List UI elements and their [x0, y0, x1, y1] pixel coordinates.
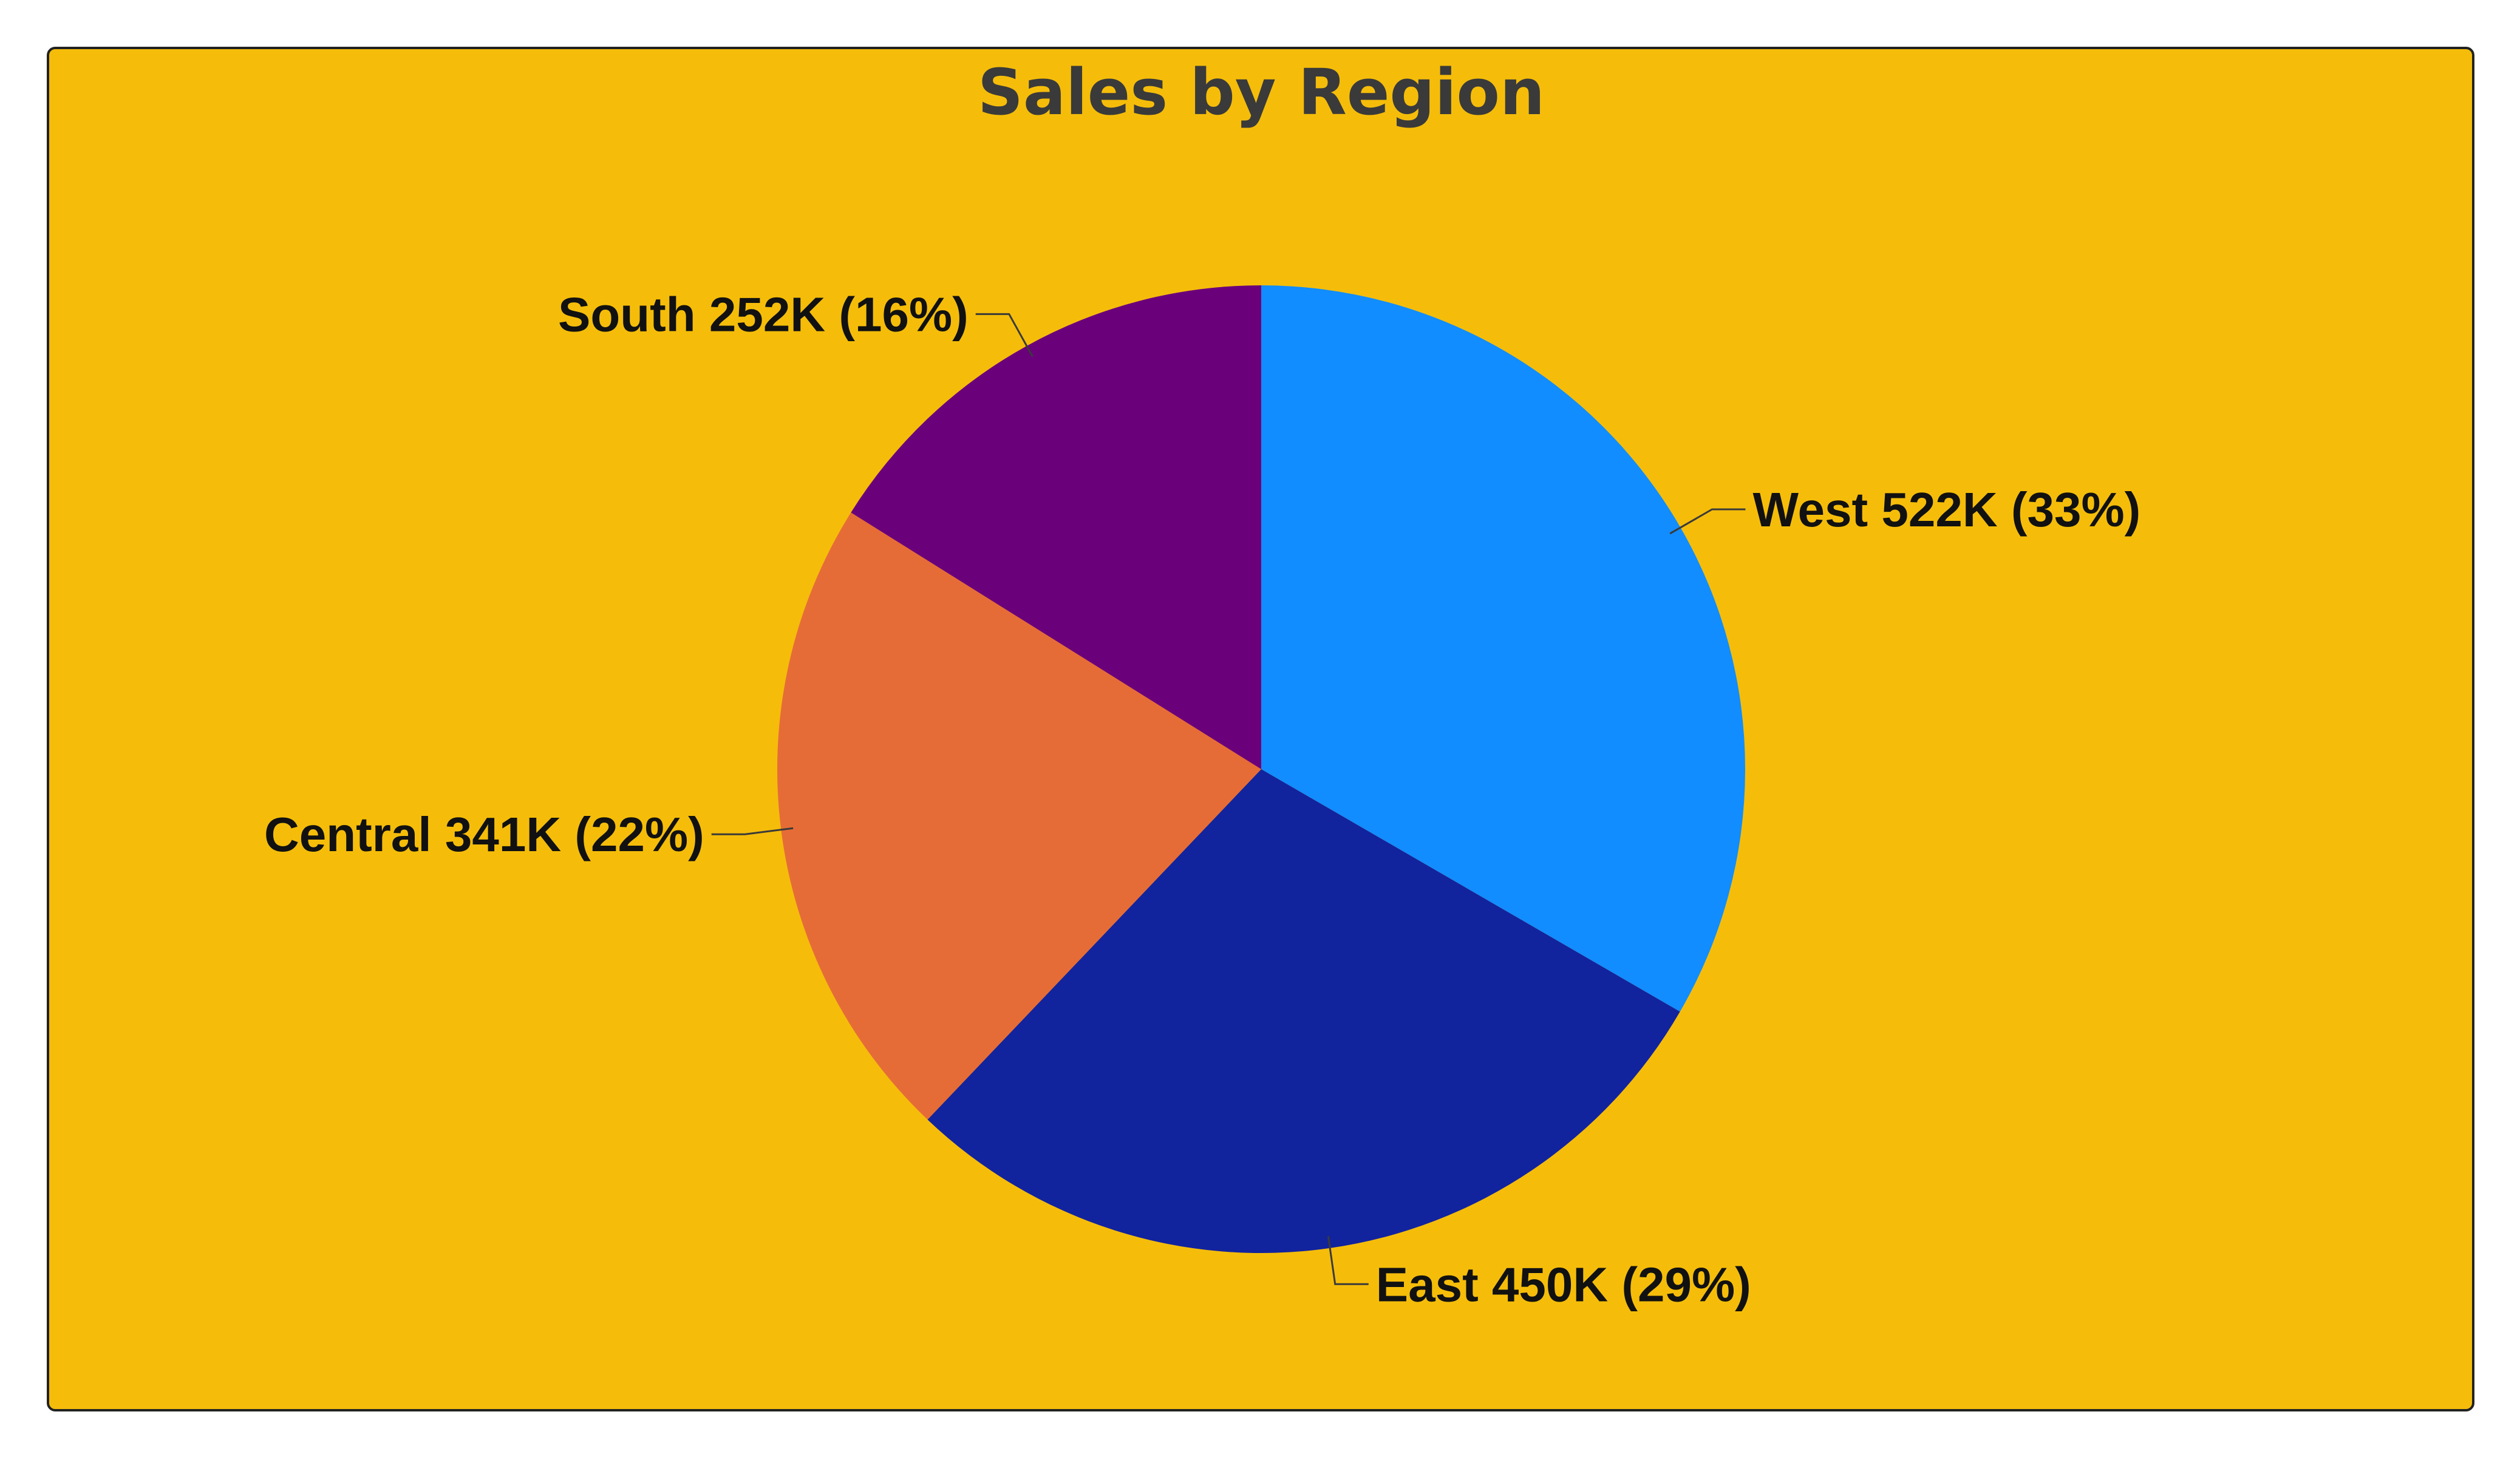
slice-labels: West 522K (33%) East 450K (29%) Central 34…	[264, 287, 2140, 1311]
pie-slice-south	[851, 285, 1261, 769]
leader-line-west	[1669, 508, 1746, 535]
chart-title: Sales by Region	[978, 55, 1545, 129]
pie-slices	[777, 285, 1745, 1253]
leader-line-south	[975, 313, 1034, 358]
pie-slice-central	[777, 512, 1261, 1120]
slice-label-west: West 522K (33%)	[1752, 483, 2140, 537]
pie-slice-west	[1261, 285, 1745, 1012]
leader-line-east	[1327, 1235, 1369, 1285]
slice-label-east: East 450K (29%)	[1376, 1257, 1751, 1311]
slice-label-south: South 252K (16%)	[558, 287, 969, 341]
pie-slice-east	[927, 769, 1680, 1253]
slice-label-central: Central 341K (22%)	[264, 807, 704, 861]
leader-line-central	[711, 827, 794, 835]
